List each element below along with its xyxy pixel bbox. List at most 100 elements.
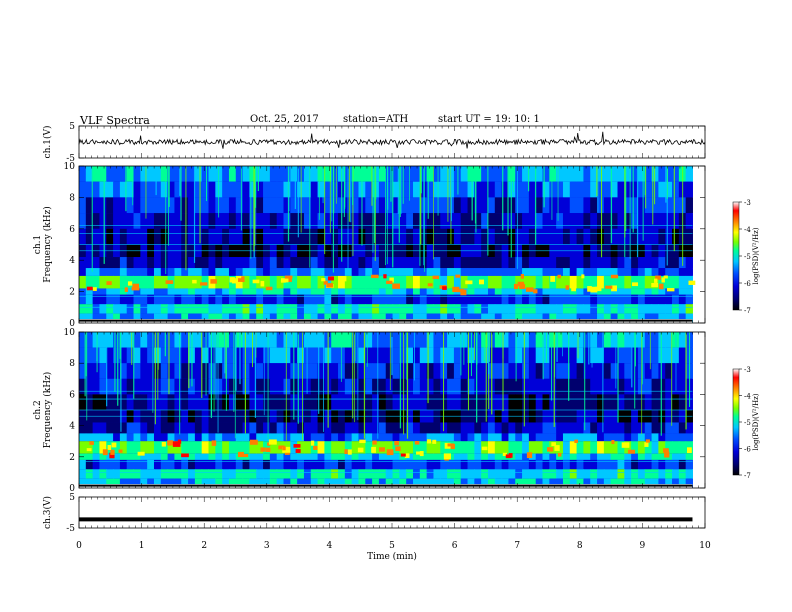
spectrogram-cell	[624, 394, 632, 410]
spectrogram-cell	[440, 181, 448, 198]
spectrogram-cell	[590, 197, 598, 214]
spectrogram-cell	[535, 332, 544, 348]
spectrogram-cell	[297, 378, 305, 395]
spectrogram-cell	[201, 433, 210, 442]
spectrogram-cell	[92, 166, 100, 182]
spectrogram-cell	[426, 459, 434, 470]
spectrogram-cell	[672, 181, 680, 198]
spectrogram-cell	[658, 268, 666, 276]
spectrogram-cell	[685, 213, 693, 229]
emission-spot	[611, 440, 615, 445]
spectrogram-cell	[99, 422, 107, 434]
emission-spot	[167, 440, 174, 446]
spectrogram-cell	[303, 213, 312, 229]
spectrogram-cell	[678, 478, 687, 488]
spectrogram-cell	[119, 441, 128, 454]
spectrogram-cell	[494, 394, 503, 410]
spectrogram-cell	[201, 197, 210, 214]
emission-spot	[663, 275, 668, 279]
spectrogram-cell	[644, 257, 653, 269]
spectrogram-cell	[222, 181, 230, 198]
spectrogram-cell	[392, 304, 400, 314]
spectrogram-cell	[372, 478, 380, 488]
spectrogram-cell	[331, 294, 339, 305]
spectrogram-cell	[222, 453, 230, 460]
spectrogram-cell	[317, 422, 325, 434]
spectrogram-cell	[351, 378, 359, 395]
spectrogram-cell	[610, 394, 618, 410]
spectrogram-cell	[290, 469, 298, 479]
spectrogram-cell	[637, 453, 646, 460]
spectrogram-cell	[283, 422, 291, 434]
spectrogram-cell	[99, 394, 107, 410]
spectrogram-cell	[242, 275, 250, 289]
spectrogram-cell	[637, 275, 646, 289]
spectrogram-cell	[372, 453, 380, 460]
spectrogram-cell	[467, 288, 475, 295]
spectrogram-cell	[153, 166, 162, 182]
spectrogram-cell	[147, 228, 155, 245]
spectrogram-cell	[365, 166, 373, 182]
spectrogram-cell	[433, 213, 441, 229]
spectrogram-cell	[167, 453, 175, 460]
spectrogram-cell	[617, 422, 625, 434]
spectrogram-cell	[569, 197, 578, 214]
spectrogram-cell	[658, 288, 666, 295]
spectrogram-cell	[324, 313, 332, 323]
spectrogram-cell	[413, 313, 421, 323]
spectrogram-cell	[358, 422, 366, 434]
spectrogram-cell	[256, 459, 264, 470]
spectrogram-cell	[331, 347, 339, 364]
spectrogram-cell	[147, 213, 155, 229]
spectrogram-cell	[276, 433, 284, 442]
spectrogram-cell	[528, 378, 537, 395]
emission-spot	[651, 282, 659, 288]
spectrogram-cell	[372, 378, 380, 395]
spectrogram-cell	[562, 469, 571, 479]
spectrogram-cell	[283, 257, 291, 269]
spectrogram-cell	[583, 257, 591, 269]
spectrogram-cell	[119, 197, 128, 214]
spectrogram-cell	[631, 197, 639, 214]
spectrogram-cell	[133, 469, 141, 479]
spectrogram-cell	[92, 433, 100, 442]
spectrogram-cell	[583, 304, 591, 314]
spectrogram-cell	[269, 394, 278, 410]
spectrogram-cell	[447, 378, 455, 395]
spectrogram-cell	[119, 478, 128, 488]
spectrogram-cell	[365, 268, 373, 276]
spectrogram-cell	[569, 213, 578, 229]
spectrogram-cell	[208, 422, 216, 434]
spectrogram-cell	[269, 441, 278, 454]
spectrogram-cell	[317, 166, 325, 182]
spectrogram-cell	[85, 347, 94, 364]
spectrogram-cell	[453, 433, 462, 442]
spectrogram-cell	[249, 181, 257, 198]
spectrogram-cell	[583, 378, 591, 395]
spectrogram-cell	[406, 197, 414, 214]
spectrogram-cell	[603, 197, 612, 214]
spectrogram-cell	[494, 294, 503, 305]
spectrogram-cell	[303, 394, 312, 410]
spectrogram-cell	[515, 433, 523, 442]
spectrogram-cell	[501, 378, 509, 395]
spectrogram-cell	[590, 268, 598, 276]
spectrogram-cell	[406, 332, 414, 348]
spectrogram-cell	[194, 257, 203, 269]
spectrogram-cell	[338, 268, 346, 276]
spectrogram-cell	[549, 433, 557, 442]
y-tick-label: 2	[69, 453, 75, 463]
spectrogram-cell	[672, 288, 680, 295]
spectrogram-cell	[624, 275, 632, 289]
emission-spot	[357, 447, 364, 453]
emission-spot	[587, 286, 592, 292]
spectrogram-cell	[140, 213, 148, 229]
spectrogram-cell	[119, 275, 128, 289]
emission-spot	[666, 288, 675, 292]
spectrogram-cell	[610, 441, 618, 454]
spectrogram-cell	[392, 197, 400, 214]
spectrogram-cell	[263, 433, 271, 442]
spectrogram-cell	[283, 459, 291, 470]
spectrogram-cell	[99, 313, 107, 323]
spectrogram-cell	[181, 257, 189, 269]
